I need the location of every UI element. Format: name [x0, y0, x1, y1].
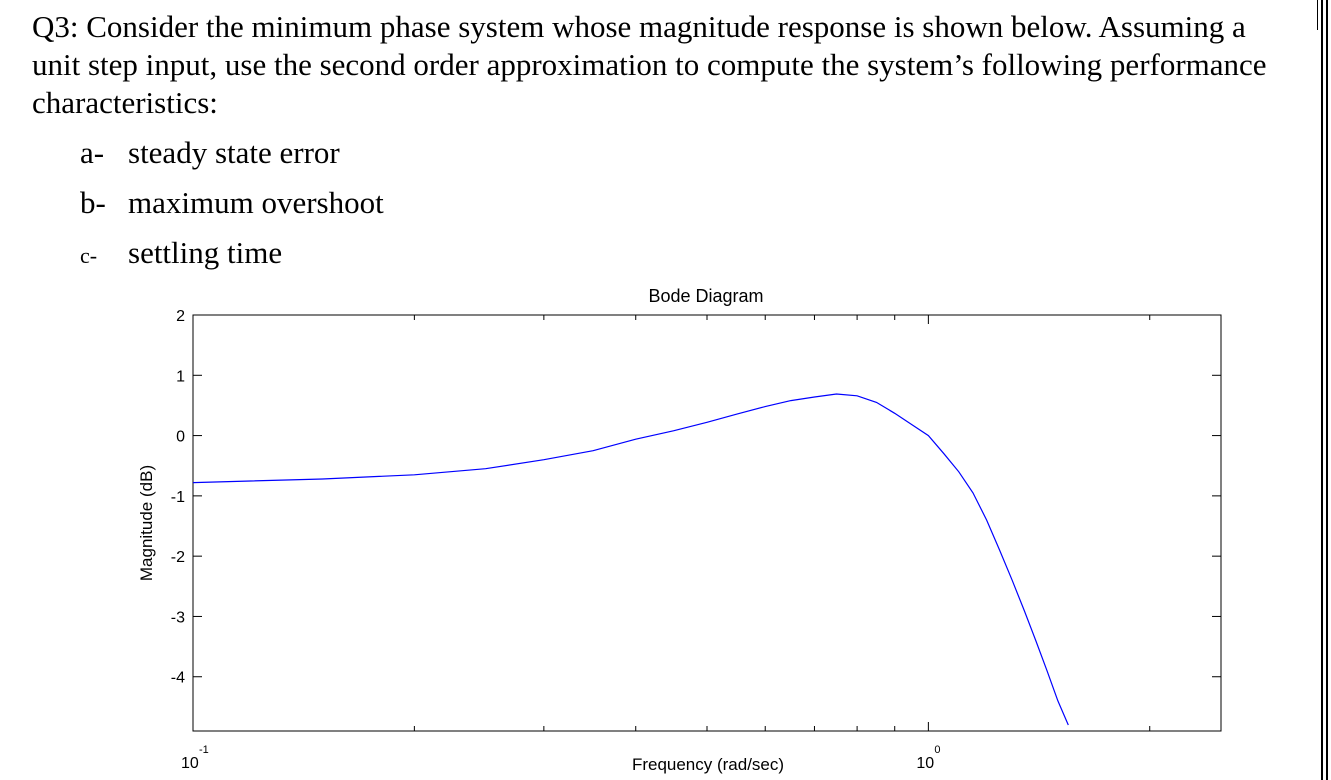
- svg-text:-1: -1: [199, 744, 209, 756]
- y-tick-label: -1: [171, 489, 185, 506]
- chart-title: Bode Diagram: [648, 286, 763, 306]
- y-tick-label: -4: [171, 670, 185, 687]
- question-line-3: characteristics:: [32, 85, 218, 120]
- svg-text:10: 10: [916, 755, 934, 772]
- page-edge-border: [1317, 0, 1331, 780]
- item-b: b- maximum overshoot: [80, 185, 680, 225]
- item-b-marker: b-: [80, 185, 106, 220]
- y-tick-labels: 2 1 0 -1 -2 -3 -4: [171, 308, 185, 687]
- question-line-2: unit step input, use the second order ap…: [32, 47, 1267, 82]
- item-c: c- settling time: [80, 235, 680, 275]
- item-b-text: maximum overshoot: [128, 185, 384, 220]
- x-tick-label: 100: [916, 744, 940, 772]
- question-line-1: Q3: Consider the minimum phase system wh…: [32, 9, 1246, 44]
- y-tick-label: -3: [171, 609, 185, 626]
- question-text: Q3: Consider the minimum phase system wh…: [32, 8, 1322, 122]
- x-axis-label: Frequency (rad/sec): [632, 755, 784, 774]
- y-tick-label: 1: [176, 368, 185, 385]
- y-tick-label: 0: [176, 429, 185, 446]
- y-tick-label: -2: [171, 549, 185, 566]
- y-axis-label: Magnitude (dB): [137, 465, 156, 581]
- item-c-text: settling time: [128, 235, 283, 270]
- item-c-marker: c-: [80, 243, 98, 268]
- magnitude-series-line: [192, 393, 1069, 726]
- item-a-text: steady state error: [128, 135, 340, 170]
- svg-text:0: 0: [934, 744, 940, 756]
- plot-frame: [192, 314, 1222, 732]
- item-a-marker: a-: [80, 135, 105, 170]
- y-tick-label: 2: [176, 308, 185, 325]
- axis-ticks: [192, 314, 1221, 731]
- svg-text:10: 10: [181, 755, 199, 772]
- item-a: a- steady state error: [80, 135, 680, 175]
- x-tick-label: 10-1: [181, 744, 209, 772]
